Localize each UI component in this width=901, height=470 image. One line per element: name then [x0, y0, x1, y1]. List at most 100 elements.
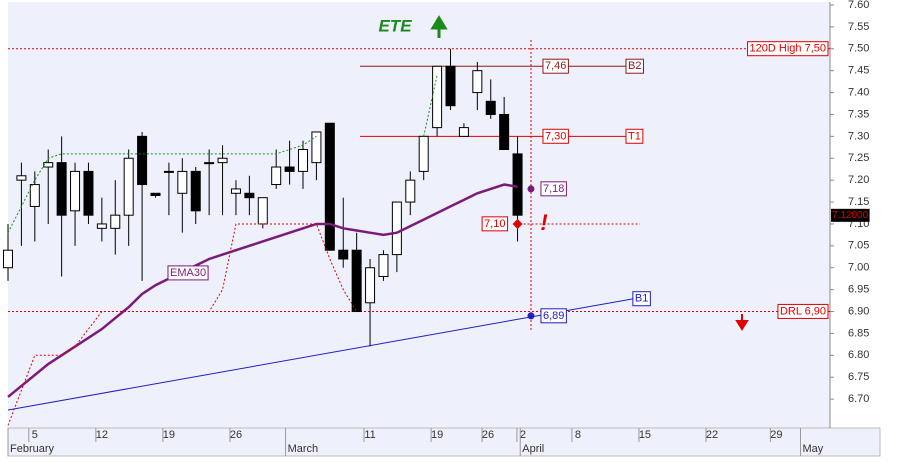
x-tick-label: 19: [163, 429, 175, 441]
x-tick-label: 22: [706, 429, 718, 441]
indicator-line: [7, 223, 358, 426]
level-value-label-box: [542, 128, 569, 144]
y-tick-label: 6.80: [848, 349, 869, 361]
marker: [527, 185, 535, 193]
candle-body: [16, 175, 27, 181]
level-tag: T1: [628, 130, 641, 142]
month-label: February: [10, 443, 55, 455]
candle-body: [311, 131, 322, 164]
level-value-label: 7,30: [545, 130, 566, 142]
candle-body: [56, 162, 67, 216]
indicator-line: [7, 183, 518, 398]
marker-label: 7,10: [484, 218, 505, 230]
x-tick-label: 5: [32, 429, 38, 441]
level-tag: B2: [628, 60, 641, 72]
last-price-box: [831, 208, 870, 222]
y-tick-label: 7.00: [848, 262, 869, 274]
y-tick-label: 6.90: [848, 305, 869, 317]
candle-body: [3, 249, 13, 269]
candle-body: [512, 153, 523, 216]
month-label: March: [288, 443, 319, 455]
candle-body: [163, 170, 174, 173]
level-label-box: [777, 303, 829, 319]
candle-body: [445, 65, 456, 107]
candle-body: [204, 162, 215, 165]
candle-body: [284, 166, 295, 172]
marker: [512, 218, 523, 229]
marker-label: 7,18: [543, 183, 564, 195]
candle-body: [257, 197, 268, 225]
y-tick-label: 6.70: [848, 393, 869, 405]
candle-body: [29, 184, 40, 207]
marker-label-box: [540, 181, 567, 197]
x-tick-label: 26: [482, 429, 494, 441]
marker: [527, 312, 535, 320]
trendline-label: B1: [635, 293, 648, 305]
level-label: 120D High 7,50: [750, 43, 826, 55]
candle-body: [351, 249, 362, 313]
candle-body: [378, 254, 389, 277]
candle-body: [70, 170, 81, 212]
alert-mark: !: [540, 210, 547, 235]
candle-body: [150, 192, 161, 196]
candle-body: [96, 223, 107, 229]
last-price-label: 7.12000: [832, 210, 869, 221]
x-tick-label: 12: [96, 429, 108, 441]
marker-label: 6,89: [543, 310, 564, 322]
level-tag-box: [625, 128, 644, 144]
candle-body: [83, 170, 94, 216]
candle-body: [110, 214, 121, 229]
candle-body: [365, 267, 376, 304]
x-tick-label: 26: [230, 429, 242, 441]
marker-label-box: [481, 216, 509, 232]
candle-body: [271, 166, 282, 186]
y-tick-label: 6.95: [848, 284, 869, 296]
level-value-label-box: [542, 58, 569, 74]
up-arrow: [430, 15, 448, 38]
level-label-box: [747, 41, 829, 57]
candle-body: [418, 135, 429, 172]
candle-body: [230, 188, 241, 194]
level-label: DRL 6,90: [780, 305, 826, 317]
chart-title: ETE: [378, 16, 412, 35]
candle-body: [137, 135, 148, 186]
series-label: EMA30: [170, 267, 206, 279]
down-arrow: [735, 314, 749, 331]
level-tag-box: [625, 58, 644, 74]
y-tick-label: 7.55: [848, 21, 869, 33]
x-tick-label: 19: [431, 429, 443, 441]
candle-body: [472, 70, 483, 94]
candle-body: [485, 100, 496, 115]
x-tick-label: 2: [520, 429, 526, 441]
candle-body: [458, 127, 469, 137]
y-tick-label: 7.20: [848, 174, 869, 186]
x-tick-label: 15: [639, 429, 651, 441]
candle-body: [324, 122, 335, 251]
month-label: April: [522, 443, 544, 455]
candle-body: [432, 65, 443, 129]
x-axis-area: [7, 427, 881, 457]
month-label: May: [802, 443, 823, 455]
series-label-box: [167, 265, 209, 281]
y-tick-label: 6.75: [848, 371, 869, 383]
trendline-label-box: [632, 291, 651, 307]
y-tick-label: 7.50: [848, 43, 869, 55]
plot-area: [8, 2, 830, 428]
y-tick-label: 7.40: [848, 86, 869, 98]
y-tick-label: 7.30: [848, 130, 869, 142]
y-tick-label: 6.85: [848, 327, 869, 339]
candle-body: [298, 149, 309, 172]
indicator-line: [7, 74, 438, 233]
candle-body: [217, 157, 228, 164]
candle-body: [190, 170, 201, 212]
candle-body: [177, 170, 188, 194]
y-tick-label: 7.60: [848, 0, 869, 11]
candle-body: [123, 157, 134, 216]
x-tick-label: 29: [770, 429, 782, 441]
x-tick-label: 8: [575, 429, 581, 441]
y-tick-label: 7.15: [848, 196, 869, 208]
y-tick-label: 7.25: [848, 152, 869, 164]
level-value-label: 7,46: [545, 60, 566, 72]
